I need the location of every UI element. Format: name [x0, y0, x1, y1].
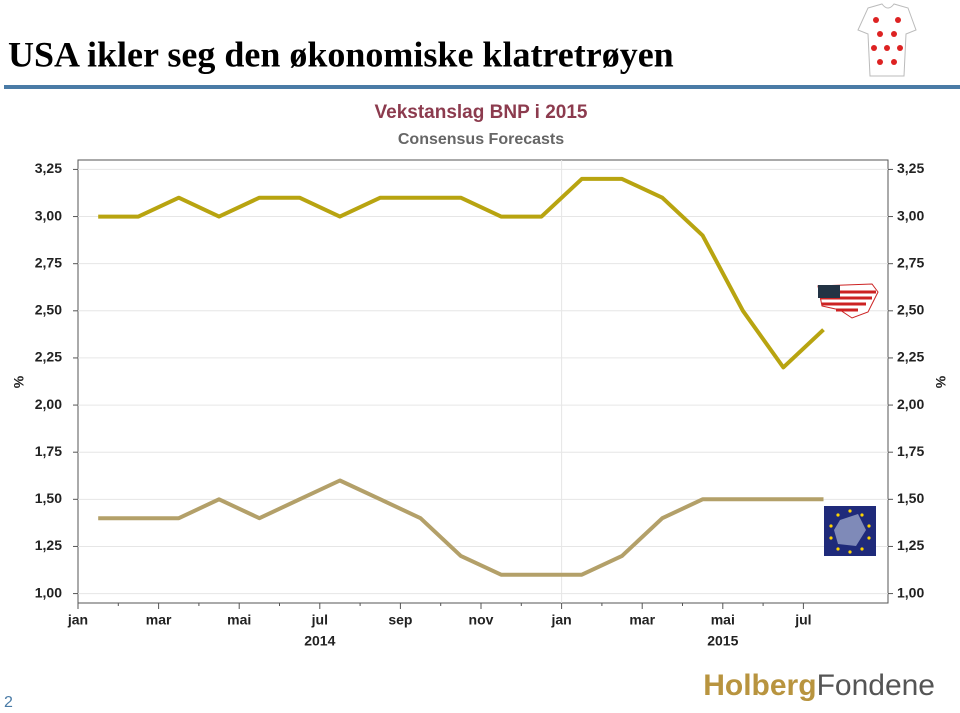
year-label: 2015 [707, 633, 738, 649]
x-tick-label: mar [629, 612, 655, 628]
y-tick-label: 1,75 [35, 443, 62, 459]
logo-right: Fondene [817, 669, 935, 702]
year-label: 2014 [304, 633, 335, 649]
y-tick-label: 2,50 [35, 302, 62, 318]
jersey-icon [857, 3, 917, 77]
y2-tick-label: 2,00 [897, 396, 924, 412]
x-tick-label: mai [227, 612, 251, 628]
y2-tick-label: 2,50 [897, 302, 924, 318]
y2-axis-label: % [933, 375, 949, 388]
y-axis-label: % [11, 375, 27, 388]
y2-tick-label: 3,25 [897, 160, 924, 176]
y-tick-label: 2,00 [35, 396, 62, 412]
series-line [98, 176, 825, 370]
page-number: 2 [4, 694, 13, 711]
x-tick-label: mar [146, 612, 172, 628]
y-tick-label: 1,00 [35, 584, 62, 600]
y2-tick-label: 1,75 [897, 443, 924, 459]
y-tick-label: 2,75 [35, 254, 62, 270]
header-rule [4, 85, 960, 89]
logo: HolbergFondene [703, 669, 935, 702]
us-flag [817, 283, 879, 319]
eu-flag [824, 506, 876, 556]
y-tick-label: 1,50 [35, 490, 62, 506]
y2-tick-label: 2,25 [897, 349, 924, 365]
y-tick-label: 2,25 [35, 349, 62, 365]
chart-title: Vekstanslag BNP i 2015 [375, 102, 588, 123]
x-tick-label: nov [469, 612, 494, 628]
logo-left: Holberg [703, 669, 816, 702]
y-tick-label: 3,00 [35, 207, 62, 223]
y2-tick-label: 3,00 [897, 207, 924, 223]
x-tick-label: jan [550, 612, 571, 628]
chart-subtitle: Consensus Forecasts [398, 131, 564, 148]
y-tick-label: 3,25 [35, 160, 62, 176]
y2-tick-label: 1,25 [897, 537, 924, 553]
x-tick-label: jul [794, 612, 811, 628]
series-line [98, 478, 824, 577]
slide-title: USA ikler seg den økonomiske klatretrøye… [8, 34, 674, 74]
x-tick-label: sep [388, 612, 412, 628]
plot-frame [77, 159, 889, 604]
y-tick-label: 1,25 [35, 537, 62, 553]
y2-tick-label: 1,00 [897, 584, 924, 600]
y2-tick-label: 2,75 [897, 254, 924, 270]
x-tick-label: jan [67, 612, 88, 628]
x-tick-label: jul [311, 612, 328, 628]
y2-tick-label: 1,50 [897, 490, 924, 506]
x-tick-label: mai [711, 612, 735, 628]
